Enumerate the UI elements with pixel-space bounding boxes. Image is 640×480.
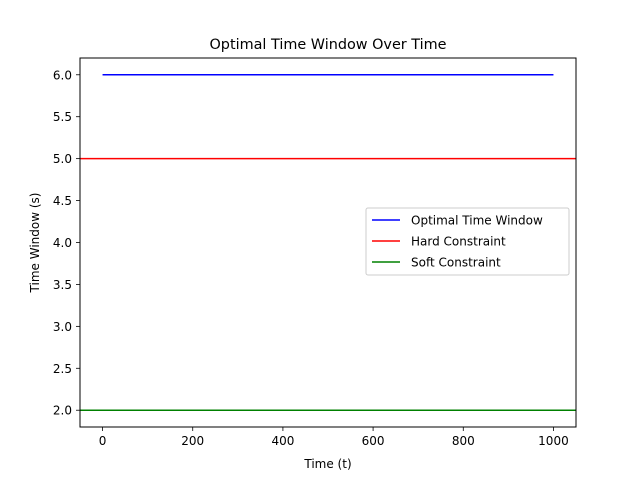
y-tick-label: 5.5 <box>53 110 72 124</box>
x-tick-label: 800 <box>452 434 475 448</box>
y-tick-label: 2.0 <box>53 404 72 418</box>
y-tick-label: 4.5 <box>53 194 72 208</box>
x-tick-label: 200 <box>181 434 204 448</box>
x-tick-label: 1000 <box>538 434 569 448</box>
chart-title: Optimal Time Window Over Time <box>209 37 446 53</box>
y-tick-label: 3.5 <box>53 278 72 292</box>
y-axis-label: Time Window (s) <box>28 193 42 294</box>
y-tick-label: 3.0 <box>53 320 72 334</box>
x-axis-label: Time (t) <box>303 457 351 471</box>
legend-label-soft-constraint: Soft Constraint <box>411 256 501 270</box>
y-tick-label: 2.5 <box>53 362 72 376</box>
x-tick-label: 600 <box>362 434 385 448</box>
legend-items: Optimal Time Window Hard Constraint Soft C… <box>372 214 543 270</box>
plot-lines <box>80 74 576 411</box>
y-axis-ticks: 2.0 2.5 3.0 3.5 4.0 4.5 5.0 5.5 6.0 <box>53 68 80 418</box>
legend-label-hard-constraint: Hard Constraint <box>411 235 506 249</box>
legend: Optimal Time Window Hard Constraint Soft C… <box>365 207 570 276</box>
y-tick-label: 5.0 <box>53 152 72 166</box>
x-axis-ticks: 0 200 400 600 800 1000 <box>99 427 569 448</box>
legend-label-optimal-time-window: Optimal Time Window <box>411 214 543 228</box>
x-tick-label: 0 <box>99 434 107 448</box>
x-tick-label: 400 <box>271 434 294 448</box>
y-tick-label: 4.0 <box>53 236 72 250</box>
y-tick-label: 6.0 <box>53 68 72 82</box>
legend-box <box>365 207 570 276</box>
